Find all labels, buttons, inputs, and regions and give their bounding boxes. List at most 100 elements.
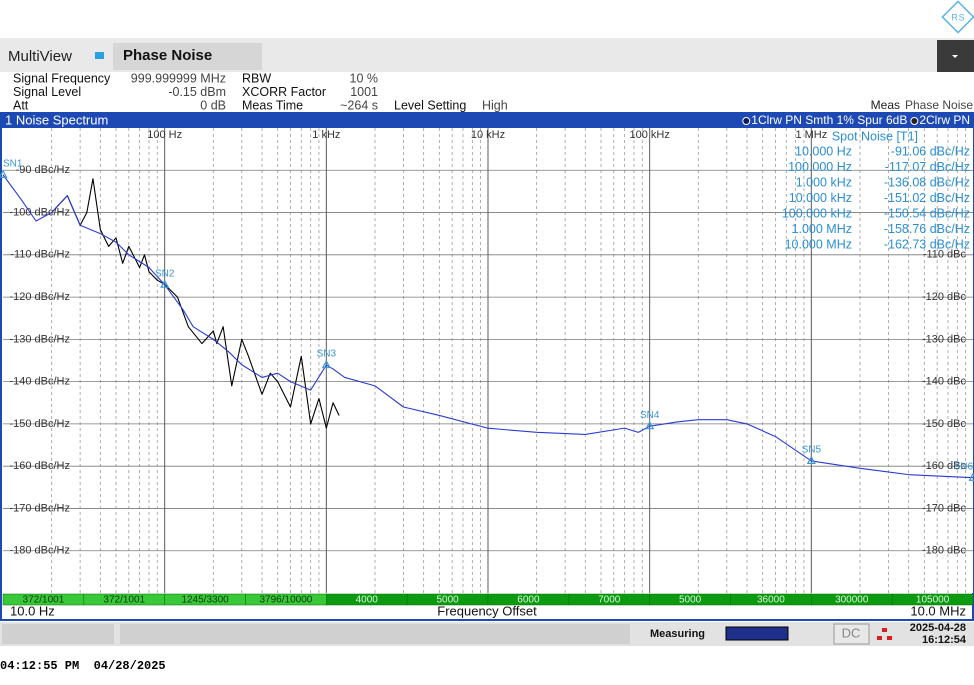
tab[interactable]: MultiView — [8, 48, 72, 65]
y-tick-label: -150 dBc/Hz — [9, 418, 70, 430]
y2-tick-label: -180 dBc — [922, 545, 967, 557]
sweep-count: 372/1001 — [103, 595, 145, 606]
y2-tick-label: -150 dBc — [922, 418, 967, 430]
sweep-count: 372/1001 — [23, 595, 65, 606]
spot-noise-offset: 100.000 Hz — [788, 160, 852, 174]
info-label: Signal Level — [13, 85, 81, 99]
spot-noise-value: -158.76 dBc/Hz — [884, 222, 970, 236]
spot-noise-value: -136.08 dBc/Hz — [884, 175, 970, 189]
meas-value: Phase Noise — [905, 98, 973, 112]
plot: -90 dBc/Hz -100 dBc/Hz -110 dBc/Hz -120 dBc… — [0, 128, 974, 593]
y-tick-label: -130 dBc/Hz — [9, 333, 70, 345]
logo: R S — [941, 0, 974, 34]
marker — [0, 169, 8, 178]
y2-tick-label: -120 dBc — [922, 291, 967, 303]
marker — [968, 472, 974, 481]
spot-noise-offset: 10.000 Hz — [795, 144, 852, 158]
spot-noise-value: -162.73 dBc/Hz — [884, 237, 970, 251]
info-label: Level Setting — [394, 98, 466, 112]
marker-label: SN5 — [802, 445, 822, 456]
trace — [51, 178, 340, 429]
meas-label: Meas — [871, 98, 900, 112]
tab-background — [113, 43, 262, 70]
status-field — [120, 624, 630, 644]
x-tick-label: 1 MHz — [795, 129, 827, 141]
info-value: High — [482, 98, 508, 112]
taskbar-time: 04:12:55 PM 04/28/2025 — [0, 659, 166, 673]
tab[interactable]: Phase Noise — [123, 47, 212, 64]
info-label: Att — [13, 98, 29, 112]
marker — [160, 279, 170, 288]
marker-label: SN6 — [954, 461, 974, 472]
info-group: Signal Frequency 999.999999 MHz RBW 10 % Sig… — [13, 71, 508, 112]
info-label: XCORR Factor — [242, 85, 326, 99]
y2-tick-label: -110 dBc — [923, 249, 967, 261]
top-bar — [0, 0, 974, 38]
spot-noise-offset: 10.000 MHz — [785, 237, 852, 251]
y-tick-label: -160 dBc/Hz — [9, 460, 70, 472]
input-box — [833, 623, 870, 645]
sweep-count: 36000 — [757, 595, 785, 606]
sweep-count: 5000 — [436, 595, 459, 606]
spot-noise-value: -151.02 dBc/Hz — [884, 191, 970, 205]
legend-entry: 1Clrw PN Smth 1% Spur 6dB — [751, 113, 907, 127]
spot-noise-offset: 1.000 MHz — [792, 222, 852, 236]
sweep-count: 1245/3300 — [181, 595, 229, 606]
sweep-count: 300000 — [835, 595, 869, 606]
legend-entry: 2Clrw PN — [919, 113, 970, 127]
marker-label: SN3 — [317, 349, 337, 360]
spot-noise-title: Spot Noise [T1] — [832, 129, 918, 143]
info-panel — [0, 72, 974, 113]
y2-tick-label: -170 dBc — [922, 502, 967, 514]
status-date: 2025-04-28 — [910, 622, 966, 634]
sweep-count: 3796/10000 — [259, 595, 312, 606]
sweep-count: 7000 — [598, 595, 621, 606]
x-tick-label: 1 kHz — [312, 129, 340, 141]
y2-tick-label: -130 dBc — [922, 333, 967, 345]
info-label: RBW — [242, 71, 271, 85]
y-tick-label: -110 dBc/Hz — [10, 249, 70, 261]
info-value: 0 dB — [200, 98, 226, 112]
x-end-label: 10.0 MHz — [910, 603, 966, 618]
spot-noise-offset: 10.000 kHz — [789, 191, 852, 205]
status-state: Measuring — [650, 628, 705, 640]
y-tick-label: -170 dBc/Hz — [9, 502, 70, 514]
x-start-label: 10.0 Hz — [10, 603, 55, 618]
marker-label: SN1 — [3, 158, 23, 169]
info-value: 10 % — [350, 71, 379, 85]
y-tick-label: -140 dBc/Hz — [9, 376, 70, 388]
x-tick-label: 100 kHz — [629, 129, 669, 141]
marker-label: SN2 — [155, 268, 175, 279]
spot-noise-offset: 100.000 kHz — [782, 206, 852, 220]
info-value: 999.999999 MHz — [131, 71, 226, 85]
menu-arrow — [952, 55, 958, 58]
sweep-count: 6000 — [517, 595, 540, 606]
y-tick-label: -90 dBc/Hz — [16, 164, 70, 176]
legend-swatch — [910, 117, 919, 125]
sweep-segment — [891, 593, 974, 606]
spot-noise-value: -150.54 dBc/Hz — [884, 206, 970, 220]
legend-swatch — [742, 117, 751, 125]
y2-tick-label: -140 dBc — [922, 376, 967, 388]
status-time: 16:12:54 — [922, 634, 967, 646]
svg-text:R S: R S — [951, 12, 964, 22]
spot-noise-offset: 1.000 kHz — [796, 175, 852, 189]
spot-noise-value: -117.07 dBc/Hz — [885, 160, 970, 174]
x-tick-label: 10 kHz — [471, 129, 505, 141]
marker-label: SN4 — [640, 410, 660, 421]
marker — [645, 420, 655, 430]
window-title-bar — [1, 113, 973, 128]
marker — [321, 359, 331, 369]
x-axis-label: Frequency Offset — [437, 603, 537, 618]
trace — [2, 174, 974, 479]
y-tick-label: -100 dBc/Hz — [9, 206, 70, 218]
spot-noise-value: -91.06 dBc/Hz — [891, 144, 970, 158]
chart-title: 1 Noise Spectrum — [5, 112, 108, 127]
x-tick-label: 100 Hz — [147, 129, 182, 141]
info-label: Signal Frequency — [13, 71, 111, 85]
info-value: 1001 — [350, 85, 378, 99]
tab-icon — [95, 52, 104, 59]
sweep-count: 4000 — [356, 595, 379, 606]
status-input: DC — [842, 625, 861, 640]
